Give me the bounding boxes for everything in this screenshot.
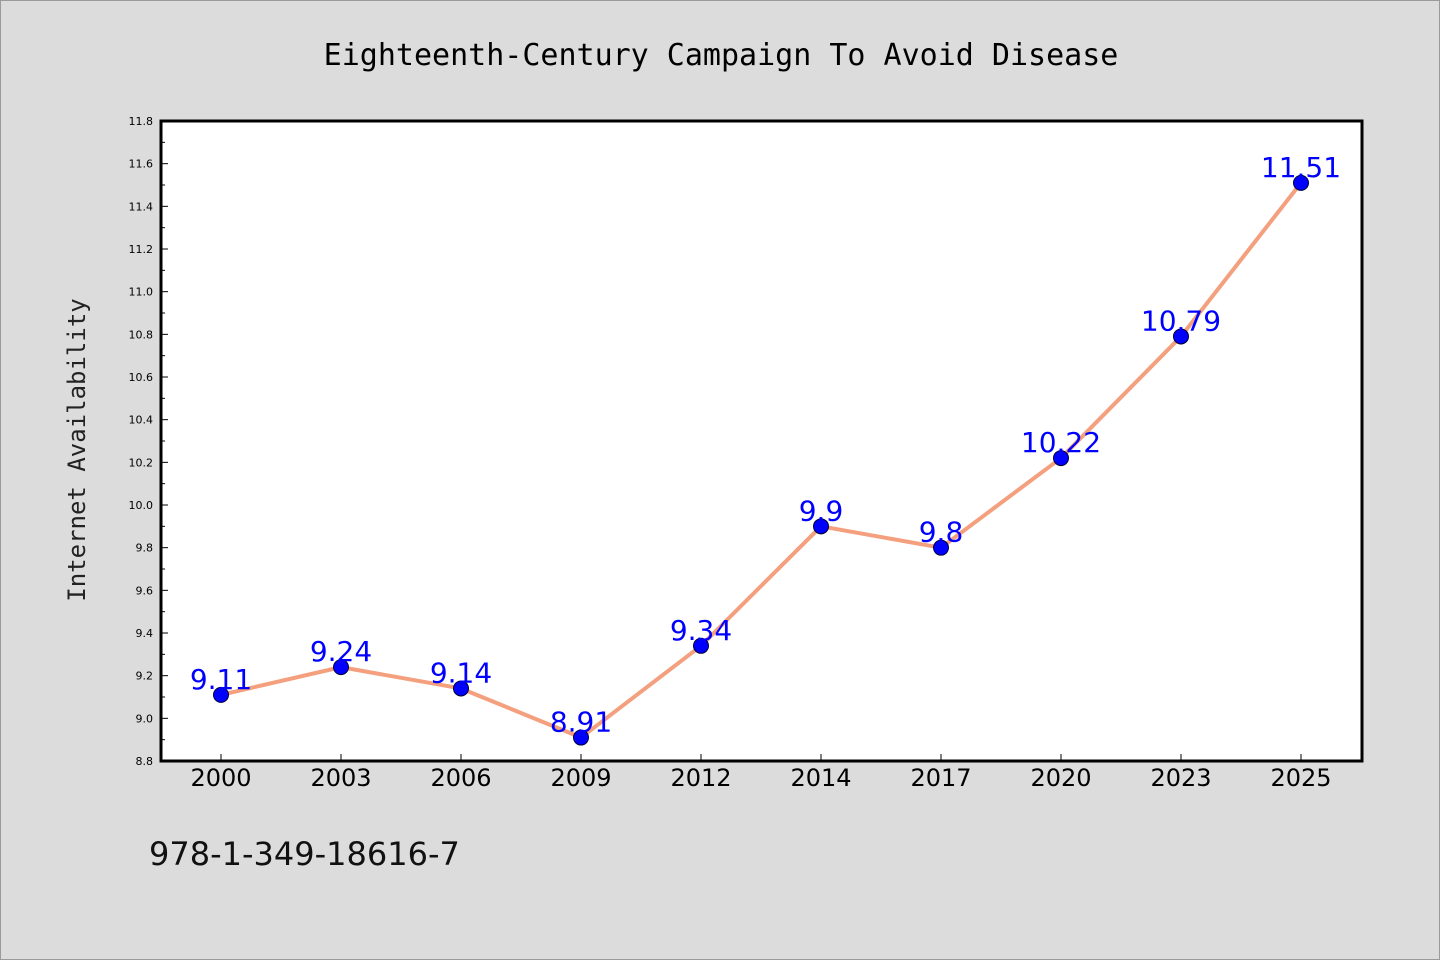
chart-title: Eighteenth-Century Campaign To Avoid Dis… [324, 38, 1119, 73]
data-label: 9.14 [430, 656, 492, 689]
y-tick-label: 10.8 [129, 328, 154, 341]
x-tick-label: 2017 [910, 764, 971, 792]
y-tick-label: 11.4 [129, 200, 154, 213]
data-label: 10.22 [1021, 426, 1101, 459]
data-label: 10.79 [1141, 304, 1221, 337]
x-tick-label: 2003 [310, 764, 371, 792]
y-tick-label: 9.0 [136, 712, 154, 725]
series-line [219, 180, 1303, 740]
x-tick-label: 2025 [1270, 764, 1331, 792]
y-axis: 8.8 9.0 9.2 9.4 9.6 9.8 10.0 10.2 10.4 10.6 10.8 11… [129, 115, 168, 768]
y-tick-label: 10.0 [129, 499, 154, 512]
y-tick-label: 8.8 [136, 755, 154, 768]
data-point-marker [453, 680, 469, 697]
y-tick-label: 11.6 [129, 158, 154, 171]
data-point-marker [333, 659, 349, 676]
data-point-marker [1293, 174, 1309, 191]
x-tick-label: 2023 [1150, 764, 1211, 792]
series-group: 9.11 9.24 9.14 8.91 9.34 9.9 9.8 10.22 10.79 11.5… [190, 151, 1341, 746]
data-label: 8.91 [550, 706, 612, 739]
data-label: 11.51 [1261, 151, 1341, 184]
data-point-marker [813, 518, 829, 535]
data-point-marker [573, 729, 589, 746]
x-tick-label: 2012 [670, 764, 731, 792]
y-tick-label: 9.4 [136, 627, 154, 640]
y-tick-label: 10.4 [129, 414, 154, 427]
y-tick-label: 11.2 [129, 243, 154, 256]
data-point-marker [213, 686, 229, 703]
x-tick-label: 2014 [790, 764, 851, 792]
y-tick-label: 10.2 [129, 456, 154, 469]
data-point-marker [693, 637, 709, 654]
y-axis-label: Internet Availability [63, 298, 91, 601]
y-tick-label: 9.6 [136, 584, 154, 597]
data-point-marker [1053, 450, 1069, 467]
x-tick-label: 2020 [1030, 764, 1091, 792]
x-axis: 2000 2003 2006 2009 2012 2014 2017 2020 2023 2025 [190, 754, 1332, 792]
y-tick-label: 9.8 [136, 542, 154, 555]
data-point-marker [1173, 328, 1189, 345]
y-tick-label: 9.2 [136, 670, 154, 683]
x-tick-label: 2006 [430, 764, 491, 792]
y-tick-label: 10.6 [129, 371, 154, 384]
data-label: 9.34 [670, 614, 732, 647]
y-tick-label: 11.0 [129, 286, 154, 299]
data-label: 9.8 [919, 516, 964, 549]
data-point-marker [933, 539, 949, 556]
plot-area [159, 119, 1364, 763]
x-tick-label: 2009 [550, 764, 611, 792]
y-tick-label: 11.8 [129, 115, 154, 128]
isbn-text: 978-1-349-18616-7 [149, 835, 460, 873]
data-label: 9.9 [799, 494, 844, 527]
data-label: 9.11 [190, 663, 252, 696]
x-tick-label: 2000 [190, 764, 251, 792]
data-label: 9.24 [310, 635, 372, 668]
